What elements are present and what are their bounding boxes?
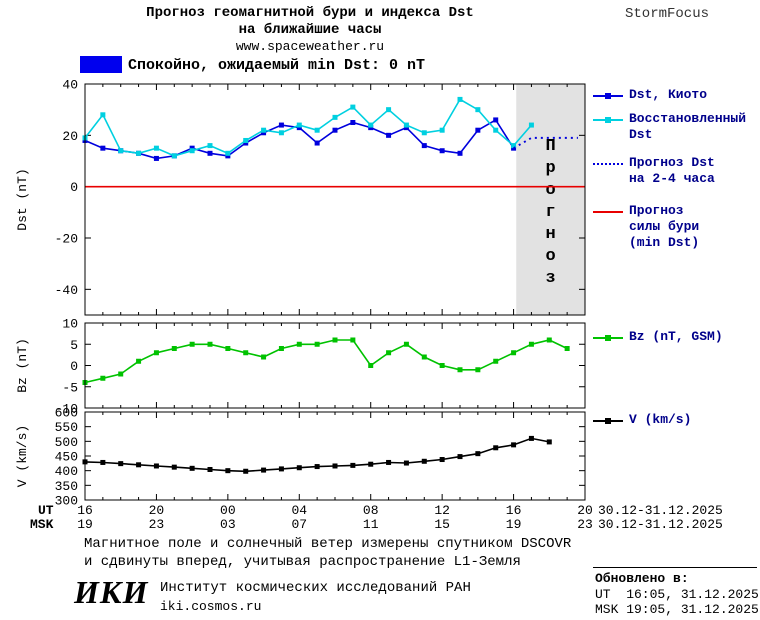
svg-text:500: 500	[55, 435, 78, 450]
institute-url: iki.cosmos.ru	[160, 599, 262, 614]
svg-text:15: 15	[434, 517, 450, 532]
svg-text:400: 400	[55, 464, 78, 479]
updated-ut-time: UT 16:05, 31.12.2025	[595, 587, 759, 602]
svg-text:16: 16	[506, 503, 522, 518]
svg-text:08: 08	[363, 503, 379, 518]
svg-text:н: н	[546, 225, 556, 244]
svg-text:V (km/s): V (km/s)	[15, 425, 30, 487]
legend-label-line: Прогноз Dst	[629, 155, 715, 170]
svg-text:Bz (nT): Bz (nT)	[15, 338, 30, 393]
svg-text:550: 550	[55, 420, 78, 435]
legend-swatch-storm-level	[593, 211, 623, 213]
svg-text:MSK: MSK	[30, 517, 54, 532]
legend-label-storm-level: Прогноз силы бури (min Dst)	[629, 203, 699, 251]
svg-text:23: 23	[149, 517, 165, 532]
svg-text:350: 350	[55, 479, 78, 494]
svg-text:-20: -20	[55, 232, 78, 247]
legend-label-dst-restored: Восстановленный Dst	[629, 111, 746, 143]
svg-text:11: 11	[363, 517, 379, 532]
legend-marker	[605, 418, 611, 424]
footer-note-line2: и сдвинуты вперед, учитывая распростране…	[84, 554, 521, 570]
svg-text:30.12-31.12.2025: 30.12-31.12.2025	[598, 517, 723, 532]
svg-text:40: 40	[62, 78, 78, 93]
svg-text:з: з	[546, 269, 556, 288]
svg-text:-10: -10	[55, 402, 78, 417]
svg-text:0: 0	[70, 359, 78, 374]
legend-swatch-dst-kyoto	[593, 93, 623, 99]
svg-text:г: г	[546, 203, 556, 222]
svg-text:450: 450	[55, 450, 78, 465]
svg-text:16: 16	[77, 503, 93, 518]
legend-label-dst-kyoto: Dst, Киото	[629, 87, 708, 102]
status-label: Спокойно, ожидаемый min Dst: 0 nT	[128, 57, 426, 74]
legend-marker	[605, 93, 611, 99]
x-axis-labels: UTMSK1619202300030407081112151619202330.…	[30, 503, 723, 532]
svg-text:-5: -5	[62, 380, 78, 395]
legend-swatch-v	[593, 418, 623, 424]
legend-label-line: Dst	[629, 127, 653, 142]
legend-label-dst-forecast: Прогноз Dst на 2-4 часа	[629, 155, 715, 187]
svg-text:5: 5	[70, 338, 78, 353]
svg-text:23: 23	[577, 517, 593, 532]
series-v	[82, 435, 552, 474]
svg-text:00: 00	[220, 503, 236, 518]
legend-label-bz: Bz (nT, GSM)	[629, 329, 723, 344]
svg-text:03: 03	[220, 517, 236, 532]
legend-label-v: V (km/s)	[629, 412, 692, 427]
legend-label-line: Прогноз	[629, 203, 684, 218]
legend-label-line: силы бури	[629, 219, 700, 234]
page-title-line1: Прогноз геомагнитной бури и индекса Dst	[146, 5, 474, 21]
svg-text:600: 600	[55, 406, 78, 421]
svg-text:о: о	[546, 247, 556, 266]
svg-text:30.12-31.12.2025: 30.12-31.12.2025	[598, 503, 723, 518]
forecast-region	[516, 84, 585, 315]
svg-text:20: 20	[577, 503, 593, 518]
legend-swatch-dst-forecast	[593, 163, 623, 165]
status-color-box	[80, 56, 122, 73]
svg-text:20: 20	[62, 129, 78, 144]
svg-text:20: 20	[149, 503, 165, 518]
svg-text:12: 12	[434, 503, 450, 518]
svg-text:р: р	[546, 159, 556, 178]
legend-label-line: (min Dst)	[629, 235, 700, 250]
svg-text:Dst (nT): Dst (nT)	[15, 168, 30, 230]
svg-text:04: 04	[291, 503, 307, 518]
series-bz	[82, 337, 570, 385]
updated-divider	[593, 567, 757, 568]
svg-text:-40: -40	[55, 283, 78, 298]
updated-label: Обновлено в:	[595, 571, 689, 586]
updated-msk-time: MSK 19:05, 31.12.2025	[595, 602, 759, 617]
svg-text:07: 07	[291, 517, 307, 532]
svg-text:10: 10	[62, 317, 78, 332]
chart-panel-1: 10 5 0 -5 -10 Bz (nT)	[15, 317, 586, 417]
series-dst-forecast	[513, 136, 578, 150]
svg-text:0: 0	[70, 180, 78, 195]
svg-text:о: о	[546, 181, 556, 200]
institute-name: Институт космических исследований РАН	[160, 580, 471, 596]
svg-text:300: 300	[55, 494, 78, 509]
legend-label-line: на 2-4 часа	[629, 171, 715, 186]
legend-label-line: Восстановленный	[629, 111, 747, 126]
brand-stormfocus: StormFocus	[625, 6, 710, 22]
svg-text:UT: UT	[38, 503, 54, 518]
legend-marker	[605, 335, 611, 341]
forecast-watermark: Прогноз	[546, 137, 556, 288]
site-url: www.spaceweather.ru	[235, 39, 385, 54]
iki-logo: ИКИ	[74, 574, 149, 610]
series-dst-restored	[82, 96, 534, 159]
legend-marker	[605, 117, 611, 123]
series-dst-kyoto	[82, 117, 517, 161]
svg-text:19: 19	[506, 517, 522, 532]
footer-note-line1: Магнитное поле и солнечный ветер измерен…	[84, 536, 572, 552]
page-title-line2: на ближайшие часы	[238, 22, 382, 38]
legend-swatch-bz	[593, 335, 623, 341]
legend-swatch-dst-restored	[593, 117, 623, 123]
svg-text:19: 19	[77, 517, 93, 532]
svg-text:П: П	[546, 137, 556, 156]
